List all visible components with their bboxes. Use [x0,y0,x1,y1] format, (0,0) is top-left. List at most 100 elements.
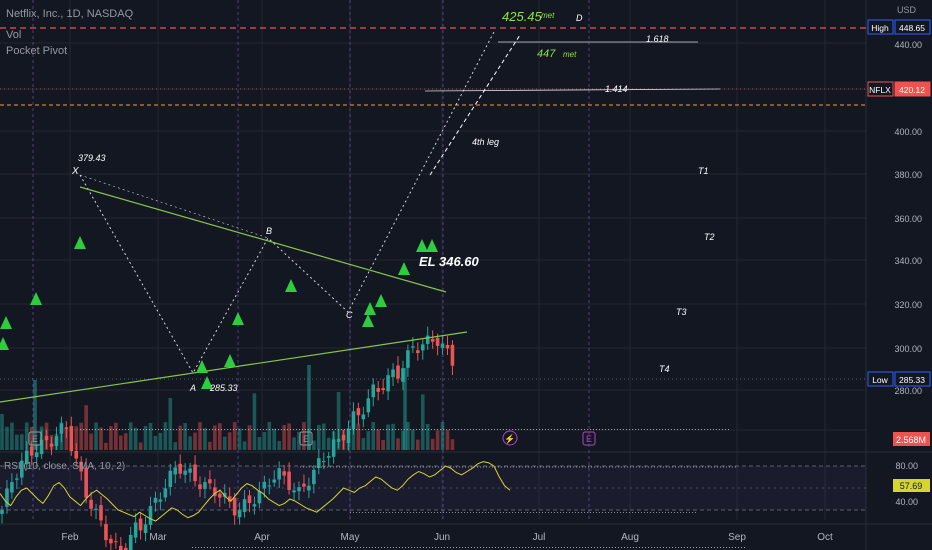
candle-body [198,484,202,490]
price-tick: 400.00 [894,127,922,137]
candle-body [445,344,450,349]
volume-bar [143,425,148,450]
volume-bar [430,438,435,450]
symbol-title: Netflix, Inc., 1D, NASDAQ [6,8,134,20]
volume-bars [0,365,455,450]
volume-bar [257,436,262,450]
volume-bar [168,397,173,450]
candle-body [331,439,336,457]
candle-body [232,497,237,516]
volume-bar [242,441,247,450]
candle-body [5,488,9,507]
volume-bar [178,425,182,450]
high-label: High [871,23,889,33]
candle-body [15,478,19,480]
volume-bar [222,436,227,450]
volume-bar [312,440,316,450]
volume-bar [227,432,232,450]
candle-body [39,439,44,455]
volume-bar [440,422,445,450]
a-point-label: A [189,383,196,393]
rsi-pane: 80.00 40.00 57.69 [0,461,930,522]
price-tick: 300.00 [894,344,922,354]
candle-body [326,456,331,458]
candle-body [222,492,227,497]
candle-body [54,436,59,446]
volume-bar [119,435,123,450]
candlesticks [0,326,455,550]
x-point-label: X [71,166,79,177]
volume-bar [356,423,361,450]
earnings-marker [28,431,42,446]
volume-bar [297,431,301,450]
candle-body [143,524,148,534]
volume-bar [0,414,4,450]
pocket-pivot-arrow [224,354,236,367]
candle-body [0,509,4,514]
volume-bar [109,426,113,450]
t4-label: T4 [659,364,670,374]
pocket-pivot-indicator-label[interactable]: Pocket Pivot [6,45,68,57]
volume-bar [336,392,341,450]
candle-body [178,463,182,474]
volume-bar [173,442,178,450]
currency-label: USD [897,5,917,15]
candle-body [84,467,88,498]
t447-label: 447 [537,48,556,60]
volume-bar [326,437,331,450]
time-tick: Feb [61,532,79,543]
volume-bar [351,424,356,450]
candle-body [89,499,93,509]
candle-body [435,337,440,346]
volume-bar [406,422,410,450]
dividend-marker-icon: ⚡ [504,433,515,445]
rsi-tick: 40.00 [895,497,918,507]
volume-bar [183,423,187,450]
time-tick: Oct [817,532,833,543]
candle-body [341,434,346,441]
candle-body [237,510,242,518]
candle-body [302,483,306,487]
candle-body [356,408,361,416]
pocket-pivot-arrow [416,239,428,252]
candle-body [188,468,192,473]
candle-body [208,479,212,484]
volume-bar [445,430,450,450]
d-point-label: D [576,13,583,23]
candle-body [416,350,420,354]
candle-body [257,490,262,504]
entry-label: EL 346.60 [419,254,480,269]
volume-bar [450,439,455,450]
candle-body [79,461,83,472]
candle-body [321,461,326,463]
volume-indicator-label[interactable]: Vol [6,29,22,41]
volume-spike [403,368,407,450]
volume-bar [232,422,237,450]
candle-body [247,495,252,504]
earnings-marker [299,431,313,446]
volume-bar [99,427,103,450]
volume-bar [10,422,14,450]
pocket-pivot-arrow [375,294,387,307]
volume-bar [401,430,405,450]
candle-body [10,482,14,493]
price-tick: 280.00 [894,386,922,396]
xb-line [79,174,269,239]
volume-bar [15,434,19,450]
t1-label: T1 [698,166,709,176]
candle-body [411,346,415,348]
volume-bar [376,429,380,450]
volume-bar [272,428,277,450]
rsi-indicator-label[interactable]: RSI (10, close, SMA, 10, 2) [4,461,126,472]
candle-body [440,343,445,348]
candle-body [312,469,316,485]
candle-body [74,450,79,459]
candle-body [114,541,118,543]
candle-body [376,388,380,392]
candle-body [64,427,69,429]
candle-body [386,375,390,392]
candle-body [203,482,207,489]
candle-body [34,452,39,458]
peak-label: 425.45 [502,9,543,24]
